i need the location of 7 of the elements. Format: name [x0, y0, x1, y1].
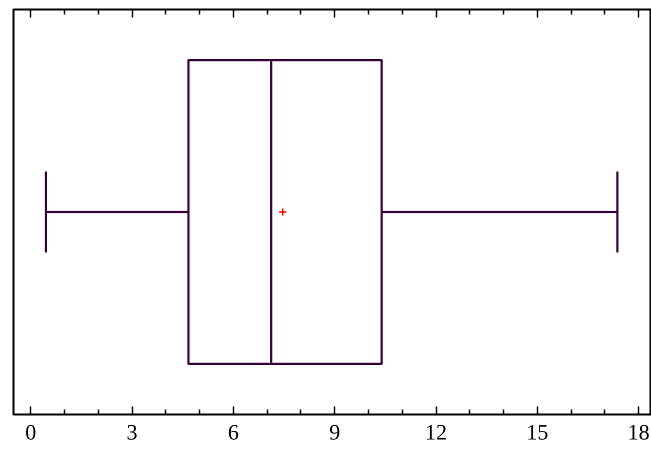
x-tick-label: 12 [425, 420, 448, 444]
x-tick-label: 6 [228, 420, 239, 444]
x-tick-label: 18 [628, 420, 650, 444]
x-tick-label: 3 [126, 420, 138, 444]
x-tick-label: 9 [329, 420, 340, 444]
x-tick-label: 15 [526, 420, 548, 444]
x-tick-label: 0 [25, 420, 36, 444]
